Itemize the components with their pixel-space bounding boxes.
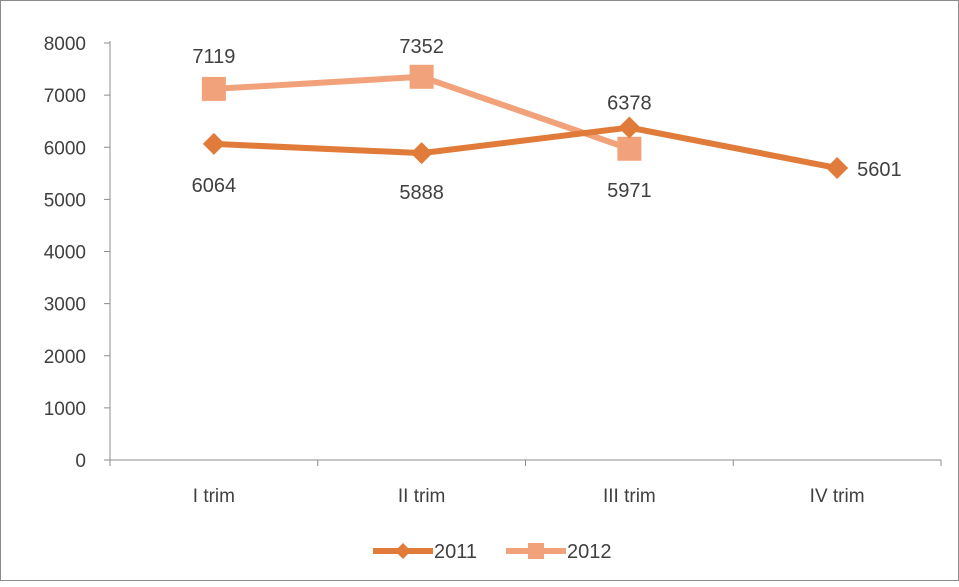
data-point-2012	[409, 64, 434, 89]
legend-item-2012: 2012	[506, 541, 612, 563]
series-2011	[202, 116, 849, 180]
series-2012	[201, 64, 642, 161]
data-point-2011	[826, 157, 849, 180]
x-tick-label: I trim	[193, 486, 235, 507]
legend-marker-2011	[395, 543, 411, 559]
data-point-2011	[410, 142, 433, 165]
legend-item-2011: 2011	[373, 541, 477, 563]
data-labels: 7119 7352 5971 6064 5888 6378 5601	[192, 36, 902, 204]
y-tick-label: 5000	[44, 190, 86, 211]
data-label-2011: 5601	[857, 159, 902, 181]
data-label-2012: 7119	[192, 46, 235, 68]
y-tick-label: 2000	[44, 347, 86, 368]
data-label-2012: 7352	[399, 36, 444, 58]
x-tick-label: III trim	[603, 486, 656, 507]
y-tick-label: 3000	[44, 295, 86, 316]
data-point-2012	[201, 76, 226, 101]
y-tick-label: 8000	[44, 34, 86, 55]
legend-marker-2012	[528, 543, 544, 559]
data-label-2011: 5888	[399, 182, 444, 204]
data-label-2012: 5971	[607, 180, 652, 202]
y-tick-label: 1000	[44, 399, 86, 420]
data-point-2012	[617, 136, 642, 161]
y-tick-label: 0	[75, 451, 86, 472]
y-tick-label: 7000	[44, 86, 86, 107]
legend-label-2011: 2011	[434, 541, 477, 563]
series-layer	[201, 64, 849, 180]
legend: 2011 2012	[373, 541, 612, 563]
axes: 0 1000 2000 3000 4000 5000 6000 7000 8000 I trim I…	[44, 34, 942, 507]
data-point-2011	[202, 132, 225, 155]
y-tick-label: 6000	[44, 138, 86, 159]
x-tick-label: II trim	[398, 486, 446, 507]
legend-label-2012: 2012	[567, 541, 612, 563]
data-label-2011: 6064	[192, 175, 237, 197]
x-tick-label: IV trim	[810, 486, 865, 507]
data-point-2011	[618, 116, 641, 139]
series-line-2011	[213, 124, 838, 171]
data-label-2011: 6378	[607, 93, 652, 115]
y-tick-label: 4000	[44, 243, 86, 264]
